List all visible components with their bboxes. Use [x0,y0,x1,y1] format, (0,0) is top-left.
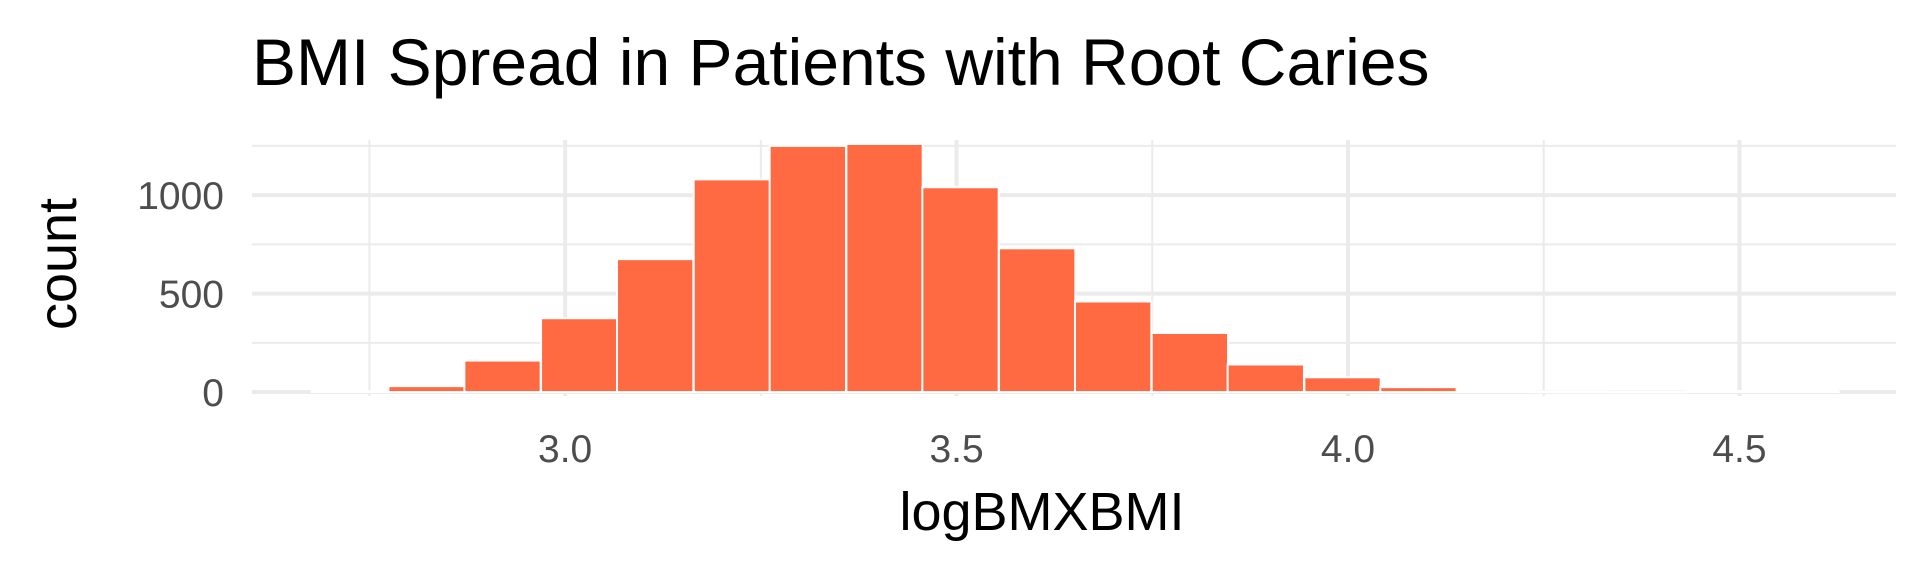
y-tick-label: 500 [159,274,224,317]
histogram-bar [540,317,619,394]
histogram-bar [998,247,1077,394]
histogram-bar [1608,390,1687,394]
chart-title: BMI Spread in Patients with Root Caries [252,25,1430,99]
histogram-bar [845,142,924,394]
histogram-bar [1456,389,1535,394]
histogram-bar [1761,390,1840,394]
x-tick-label: 3.0 [538,428,592,471]
histogram-bars [310,142,1840,394]
histogram-bar [1073,300,1153,394]
histogram-bar [463,359,542,394]
histogram-bar [310,390,390,394]
histogram-bar [1531,390,1611,394]
y-tick-label: 1000 [137,175,224,218]
x-tick-label: 4.0 [1321,428,1375,471]
histogram-bar [692,178,772,394]
histogram-bar [1379,386,1458,394]
y-tick-labels: 0 500 1000 [137,175,224,415]
x-tick-label: 3.5 [929,428,983,471]
histogram-bar [1684,390,1763,394]
histogram-bar [616,258,695,394]
x-axis-title: logBMXBMI [899,482,1184,542]
histogram-bar [1303,376,1382,394]
histogram-bar [921,186,1000,394]
histogram-bar [1150,331,1230,394]
x-tick-labels: 3.0 3.5 4.0 4.5 [538,428,1767,471]
y-tick-label: 0 [202,372,224,415]
y-axis-title: count [28,198,88,330]
histogram-bar [768,144,847,394]
histogram-bar [387,385,466,394]
histogram-bar [1226,363,1305,394]
x-tick-label: 4.5 [1712,428,1766,471]
